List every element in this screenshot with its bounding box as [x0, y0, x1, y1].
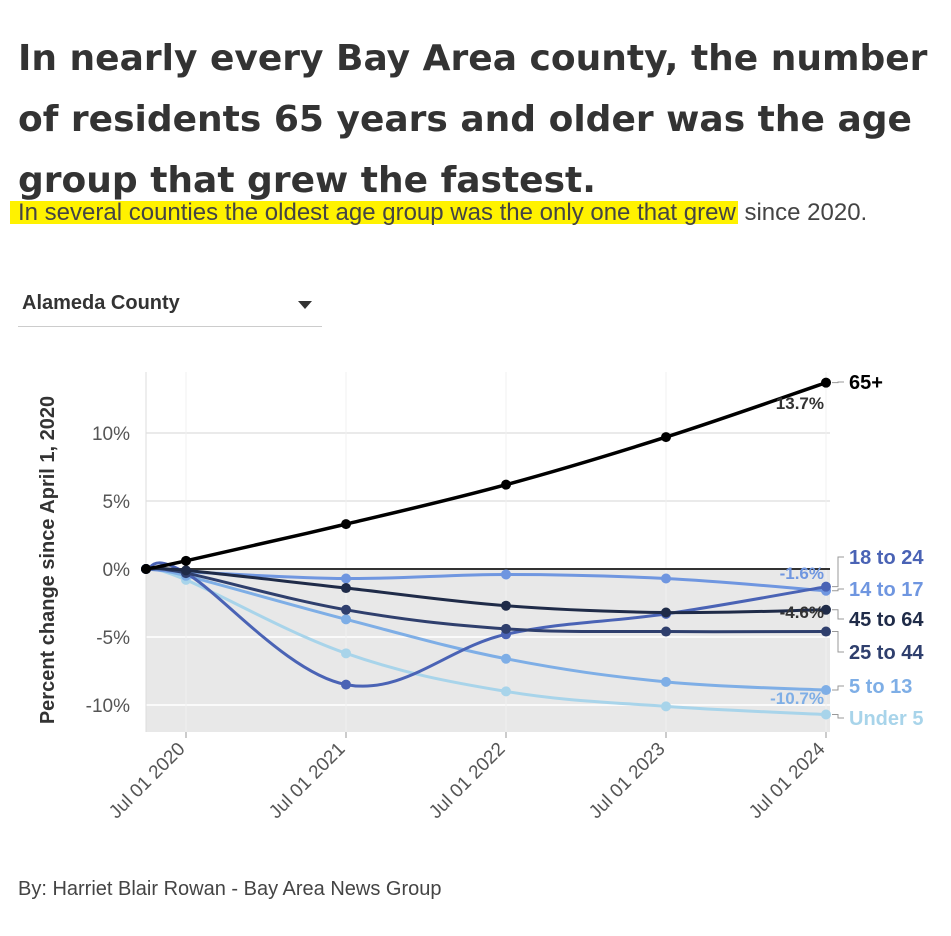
x-tick-label: Jul 01 2024 — [745, 738, 830, 823]
y-tick-label: 10% — [92, 424, 130, 445]
data-point-14-to-17 — [341, 573, 351, 584]
x-tick-label: Jul 01 2020 — [105, 739, 189, 823]
series-line-65plus — [144, 380, 828, 571]
data-point-65plus — [181, 555, 191, 566]
county-dropdown[interactable]: Alameda County — [18, 284, 322, 327]
subtitle-rest: since 2020. — [737, 199, 868, 226]
data-point-45-to-64 — [181, 565, 191, 576]
legend-connector — [832, 556, 844, 588]
data-point-under-5 — [661, 701, 671, 712]
y-tick-label: 0% — [103, 560, 131, 581]
data-point-25-to-44 — [821, 626, 831, 637]
legend-connector — [832, 381, 844, 384]
data-point-65plus — [821, 377, 831, 388]
county-dropdown-value: Alameda County — [22, 292, 180, 314]
line-chart: 10% 5% 0% -5% -10% Jul 01 2020 Jul 01 2021 Jul … — [37, 372, 924, 823]
x-tick-label: Jul 01 2023 — [585, 739, 669, 823]
series-line-under-5 — [144, 567, 828, 717]
data-point-25-to-44 — [661, 626, 671, 637]
data-point-65plus — [501, 479, 511, 490]
subtitle-highlight: In several counties the oldest age group… — [10, 199, 738, 226]
data-point-5-to-13 — [501, 653, 511, 664]
data-point-14-to-17 — [661, 573, 671, 584]
legend-connector — [832, 609, 844, 620]
chevron-down-icon — [298, 301, 312, 309]
data-point-under-5 — [501, 686, 511, 697]
end-value-label: 13.7% — [776, 394, 824, 413]
data-point-under-5 — [821, 709, 831, 720]
data-point-25-to-44 — [501, 623, 511, 634]
series-line-25-to-44 — [144, 567, 828, 634]
x-tick-label: Jul 01 2021 — [265, 739, 349, 823]
legend-connector — [832, 714, 844, 719]
legend-label-5-to-13: 5 to 13 — [849, 676, 912, 698]
data-point-18-to-24 — [341, 679, 351, 690]
data-point-65plus — [661, 432, 671, 443]
data-point-45-to-64 — [341, 583, 351, 594]
legend-label-65plus: 65+ — [849, 372, 883, 394]
legend-label-14-to-17: 14 to 17 — [849, 579, 923, 601]
legend-label-under-5: Under 5 — [849, 708, 923, 730]
data-point-18-to-24 — [821, 581, 831, 592]
data-point-14-to-17 — [501, 569, 511, 580]
data-point-25-to-44 — [341, 604, 351, 615]
data-point-65plus — [341, 519, 351, 530]
end-value-label: -10.7% — [770, 689, 824, 708]
end-value-label: -4.6% — [780, 603, 824, 622]
y-tick-label: -10% — [86, 696, 130, 717]
legend-label-25-to-44: 25 to 44 — [849, 642, 924, 664]
y-axis-title: Percent change since April 1, 2020 — [37, 396, 59, 724]
y-tick-label: 5% — [103, 492, 131, 513]
legend-label-18-to-24: 18 to 24 — [849, 547, 924, 569]
data-point-5-to-13 — [661, 676, 671, 687]
data-point-45-to-64 — [501, 600, 511, 611]
data-point-45-to-64 — [661, 607, 671, 618]
chart-subtitle: In several counties the oldest age group… — [10, 197, 918, 229]
y-tick-label: -5% — [96, 628, 130, 649]
byline-credit: By: Harriet Blair Rowan - Bay Area News … — [18, 878, 442, 900]
data-point-45-to-64 — [821, 604, 831, 615]
legend-connector — [832, 631, 844, 653]
legend-connector — [832, 685, 844, 691]
series-line-45-to-64 — [144, 566, 828, 615]
data-point-5-to-13 — [821, 685, 831, 696]
x-tick-label: Jul 01 2022 — [425, 739, 509, 823]
legend-label-45-to-64: 45 to 64 — [849, 609, 924, 631]
legend-connector — [832, 588, 844, 592]
data-point-5-to-13 — [341, 614, 351, 625]
end-value-label: -1.6% — [780, 564, 824, 583]
chart-title: In nearly every Bay Area county, the num… — [18, 38, 928, 201]
data-point-under-5 — [341, 648, 351, 659]
data-point-65plus — [141, 564, 151, 574]
